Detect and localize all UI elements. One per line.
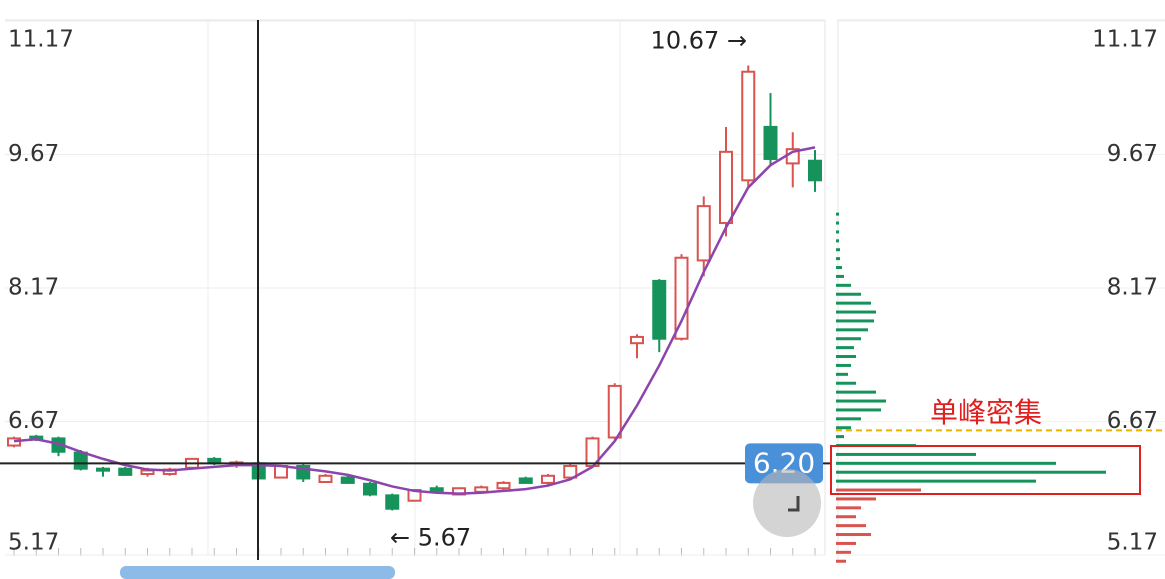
chip-bar xyxy=(836,266,842,270)
chip-bar xyxy=(836,417,861,421)
candle-body xyxy=(340,476,355,484)
chip-bar xyxy=(836,479,1036,483)
chip-bar xyxy=(836,524,866,528)
candle-body xyxy=(496,481,511,490)
y-tick-label: 8.17 xyxy=(8,275,59,301)
chip-bar xyxy=(836,390,876,394)
y-tick-label-right: 8.17 xyxy=(1107,275,1158,301)
chip-bar xyxy=(836,408,881,412)
y-tick-label-right: 11.17 xyxy=(1092,27,1158,53)
reset-icon xyxy=(788,496,800,512)
candle-body xyxy=(763,125,778,160)
chip-bar xyxy=(836,230,839,234)
candle-body xyxy=(96,467,110,472)
y-tick-label-right: 9.67 xyxy=(1107,141,1158,167)
candle-body xyxy=(318,474,333,484)
candle-body xyxy=(385,494,400,510)
y-tick-label-right: 5.17 xyxy=(1107,530,1158,556)
chip-bar xyxy=(836,461,1056,465)
chip-bar xyxy=(836,274,844,278)
y-tick-label: 11.17 xyxy=(8,27,74,53)
candle-body xyxy=(808,159,822,182)
candle-body xyxy=(563,465,578,479)
chip-bar xyxy=(836,257,840,261)
chip-bar xyxy=(836,355,856,359)
candle-body xyxy=(363,482,377,496)
y-tick-label: 6.67 xyxy=(8,408,59,434)
chip-bar xyxy=(836,381,856,385)
y-tick-label: 5.17 xyxy=(8,530,59,556)
chip-bar xyxy=(836,363,851,367)
annotation: ← 5.67 xyxy=(390,524,471,552)
scroll-bar[interactable] xyxy=(120,566,395,579)
chip-bar xyxy=(836,221,839,225)
candle-body xyxy=(7,437,21,447)
chip-bar xyxy=(836,372,848,376)
chip-bar xyxy=(836,292,861,296)
annotation: 10.67 → xyxy=(651,27,747,55)
candle-body xyxy=(607,384,622,439)
candle-body xyxy=(541,474,555,484)
candle-body xyxy=(696,205,711,262)
highlight-box xyxy=(830,445,1141,495)
candle-body xyxy=(140,469,155,476)
y-tick-label: 9.67 xyxy=(8,141,59,167)
chip-bar xyxy=(836,310,876,314)
candle-body xyxy=(652,279,667,340)
candle-body xyxy=(118,467,133,476)
chip-bar xyxy=(836,515,856,519)
candle-body xyxy=(630,335,644,345)
candle-body xyxy=(518,477,533,484)
chip-bar xyxy=(836,337,861,341)
chip-bar xyxy=(836,328,868,332)
ma-line xyxy=(13,146,816,495)
reset-button[interactable] xyxy=(753,469,821,537)
chip-bar xyxy=(836,497,876,501)
chip-bar xyxy=(836,488,921,492)
chip-bar xyxy=(836,452,976,456)
chip-bar xyxy=(836,283,851,287)
chip-bar xyxy=(836,248,840,252)
candle-body xyxy=(429,487,444,492)
candle-body xyxy=(674,256,689,340)
chip-bar xyxy=(836,541,856,545)
chip-bar xyxy=(836,506,861,510)
chip-bar xyxy=(836,533,871,537)
chip-bar xyxy=(836,212,839,216)
chip-bar xyxy=(836,399,886,403)
chip-bar xyxy=(836,426,851,430)
box-label: 单峰密集 xyxy=(930,396,1042,429)
chip-bar xyxy=(836,319,874,323)
chip-bar xyxy=(836,470,1106,474)
chip-bar xyxy=(836,550,851,554)
chip-bar xyxy=(836,435,844,439)
candle-body xyxy=(719,150,733,225)
chip-bar xyxy=(836,301,871,305)
chip-bar xyxy=(836,346,854,350)
chip-bar xyxy=(836,239,839,243)
chip-bar xyxy=(836,559,846,563)
candle-body xyxy=(73,451,88,470)
candle-body xyxy=(741,70,756,182)
